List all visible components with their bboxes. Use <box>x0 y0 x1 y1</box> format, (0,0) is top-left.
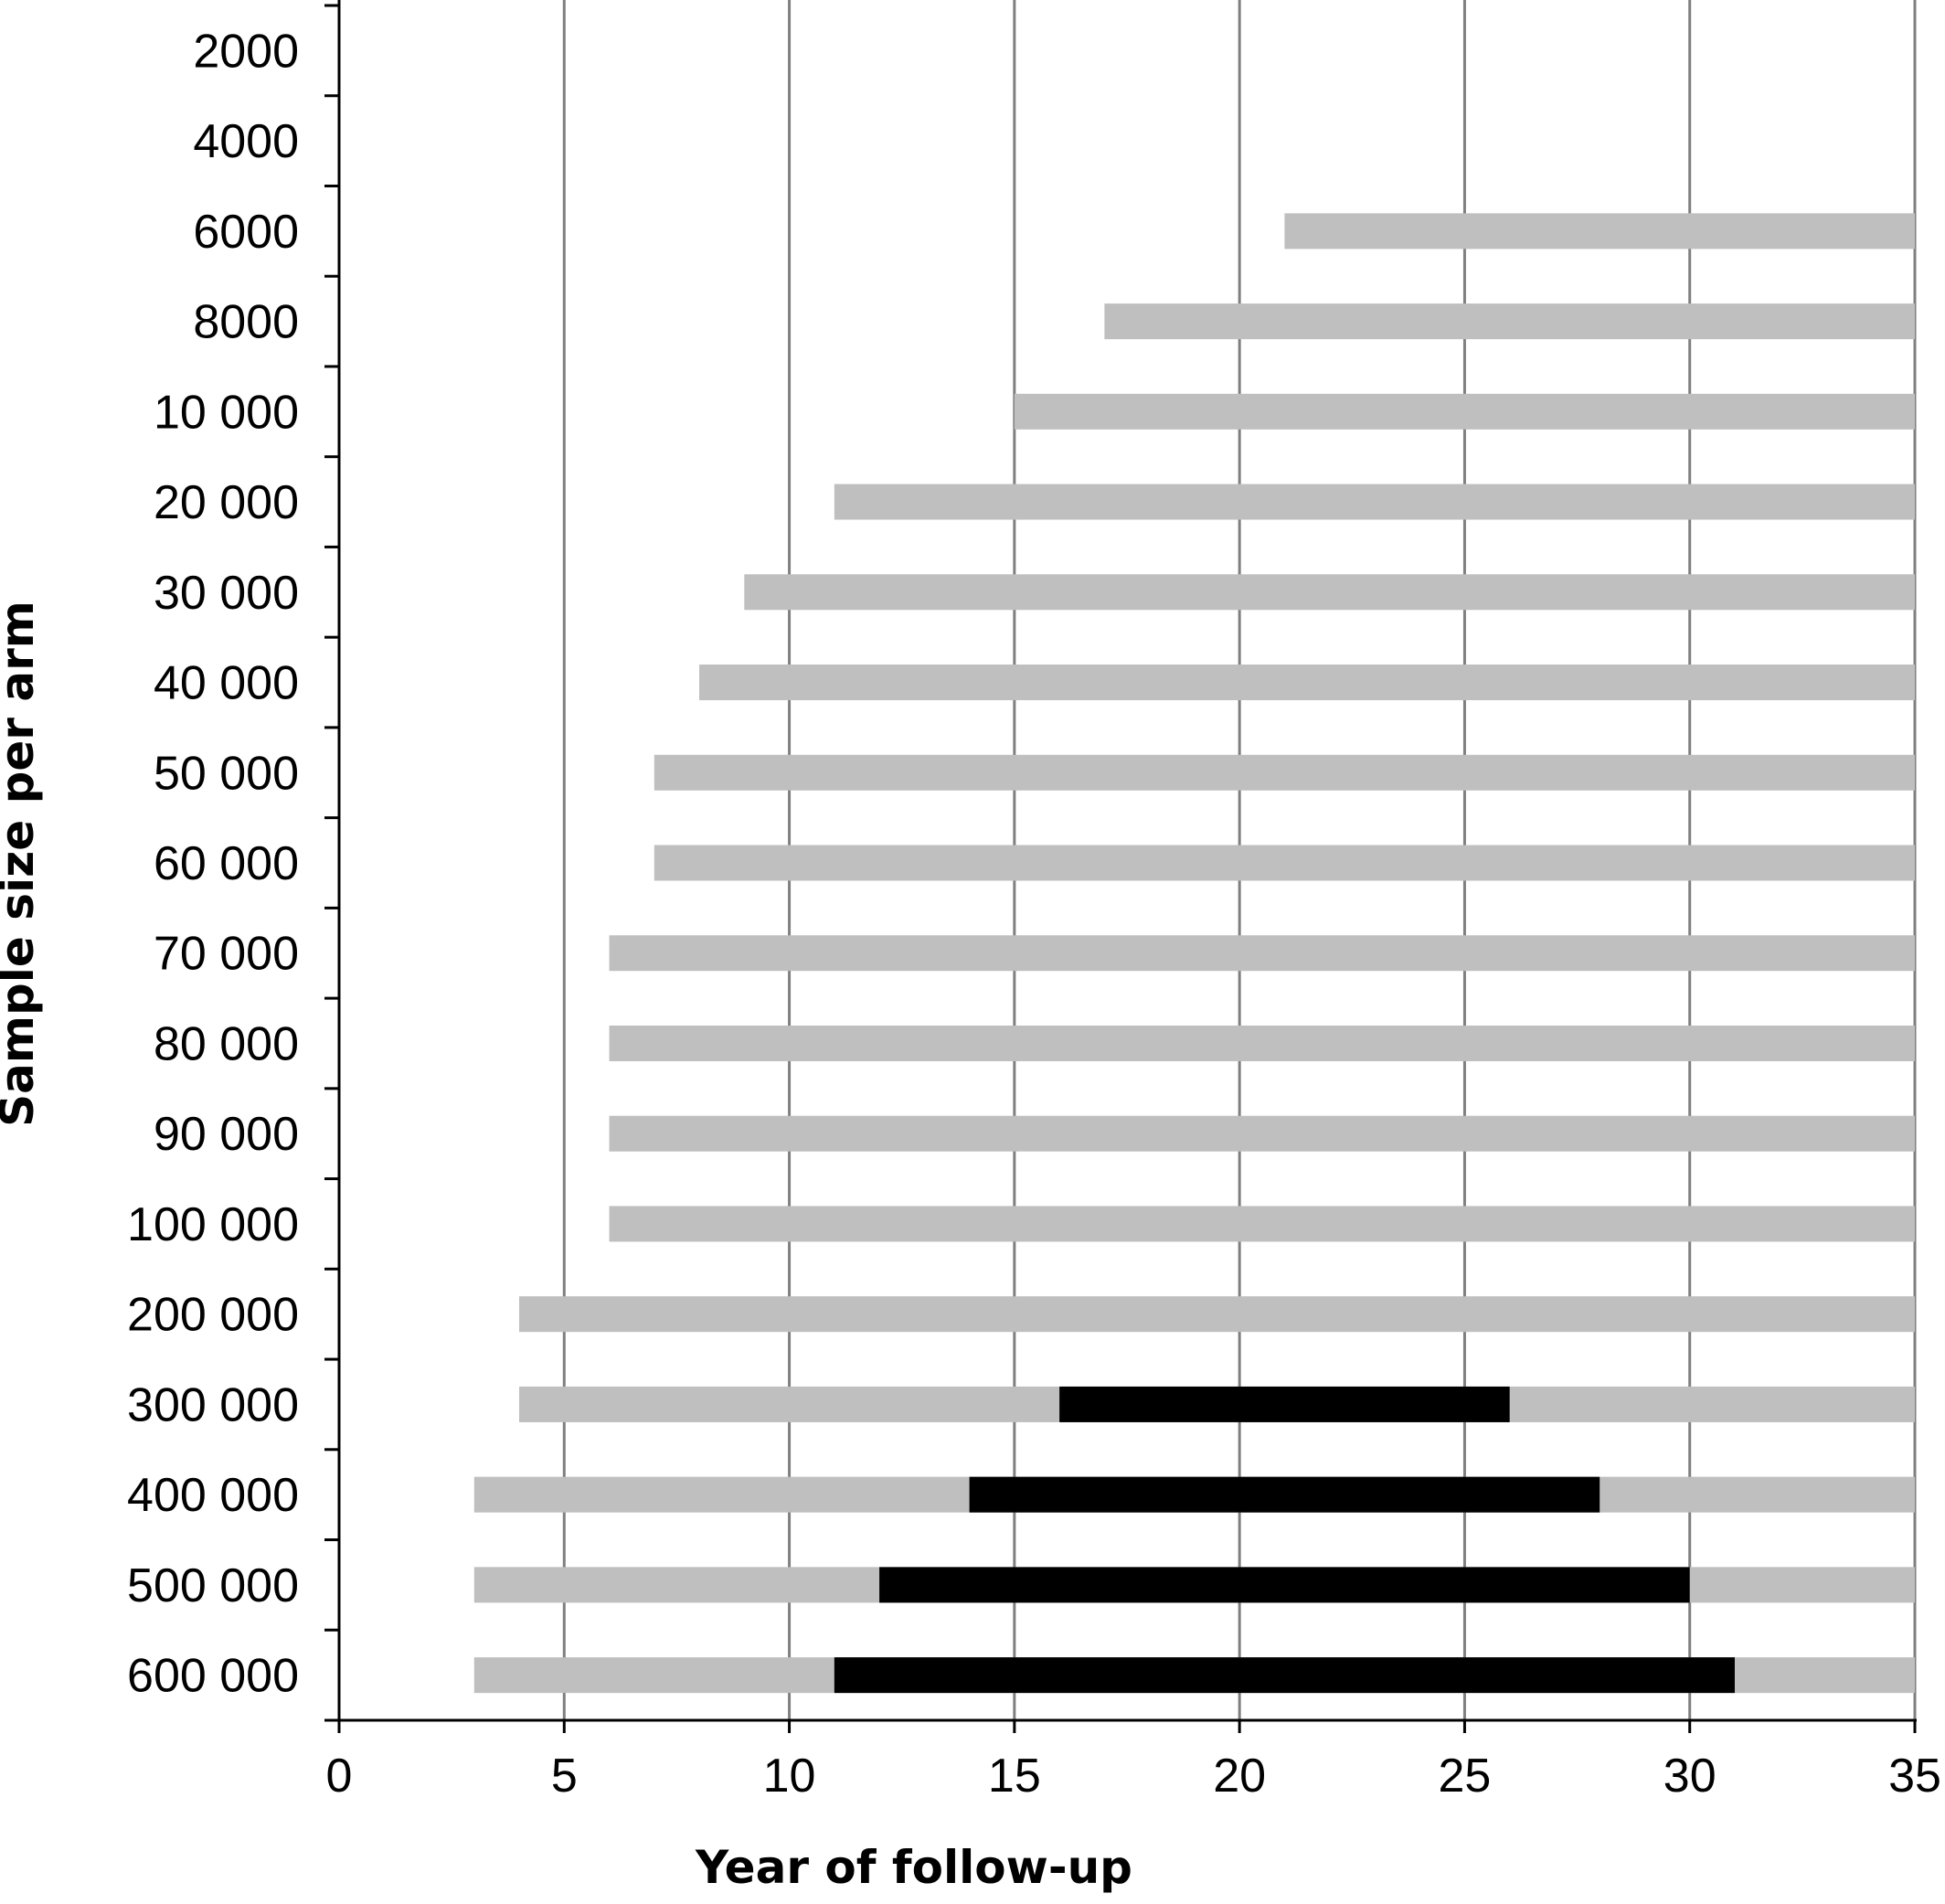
y-tick-label: 60 000 <box>154 837 299 890</box>
bar-series1-row-15 <box>519 1296 1915 1333</box>
x-tick-label: 35 <box>1888 1750 1941 1803</box>
bar-series1-row-4 <box>1104 303 1915 340</box>
y-tick-label: 100 000 <box>127 1198 299 1251</box>
bar-series1-row-8 <box>699 665 1915 701</box>
axes <box>324 0 1917 1733</box>
tick-labels: 2000 4000 6000 8000 10 000 20 000 30 000 40 000… <box>127 25 1941 1803</box>
x-axis-title: Year of follow-up <box>695 1841 1132 1894</box>
y-tick-label: 300 000 <box>127 1378 299 1431</box>
y-tick-label: 2000 <box>193 25 299 78</box>
bar-series1-row-9 <box>654 754 1915 791</box>
y-tick-label: 600 000 <box>127 1650 299 1703</box>
x-tick-label: 30 <box>1663 1750 1716 1803</box>
y-tick-label: 6000 <box>193 206 299 259</box>
y-tick-label: 10 000 <box>154 386 299 439</box>
bar-series1-row-7 <box>744 574 1916 611</box>
x-tick-label: 0 <box>326 1750 353 1803</box>
x-tick-label: 25 <box>1439 1750 1492 1803</box>
bar-series1-row-13 <box>609 1115 1915 1152</box>
bar-series1-row-5 <box>1014 393 1915 430</box>
bar-series2-row-16 <box>1059 1386 1510 1422</box>
x-tick-label: 15 <box>988 1750 1041 1803</box>
y-tick-label: 4000 <box>193 115 299 168</box>
y-tick-label: 80 000 <box>154 1017 299 1070</box>
x-tick-label: 5 <box>551 1750 578 1803</box>
y-tick-label: 20 000 <box>154 476 299 529</box>
bar-series1-row-11 <box>609 935 1915 972</box>
bar-series1-row-12 <box>609 1025 1915 1061</box>
y-tick-label: 30 000 <box>154 567 299 620</box>
bar-series1-row-10 <box>654 845 1915 881</box>
y-tick-label: 8000 <box>193 296 299 349</box>
bar-series1-row-6 <box>834 484 1915 520</box>
x-tick-label: 10 <box>763 1750 816 1803</box>
x-tick-label: 20 <box>1213 1750 1266 1803</box>
y-tick-label: 90 000 <box>154 1108 299 1161</box>
bar-series2-row-19 <box>834 1657 1735 1694</box>
y-tick-label: 200 000 <box>127 1289 299 1342</box>
bar-series2-row-17 <box>969 1476 1600 1513</box>
bar-series1-row-14 <box>609 1206 1915 1242</box>
y-tick-label: 500 000 <box>127 1559 299 1612</box>
y-tick-label: 400 000 <box>127 1469 299 1522</box>
bars <box>473 213 1916 1694</box>
y-tick-label: 70 000 <box>154 928 299 981</box>
bar-series1-row-3 <box>1284 213 1915 250</box>
y-axis-title: Sample size per arm <box>0 601 44 1127</box>
y-tick-label: 40 000 <box>154 657 299 710</box>
y-tick-label: 50 000 <box>154 747 299 800</box>
bar-series2-row-18 <box>879 1567 1690 1603</box>
